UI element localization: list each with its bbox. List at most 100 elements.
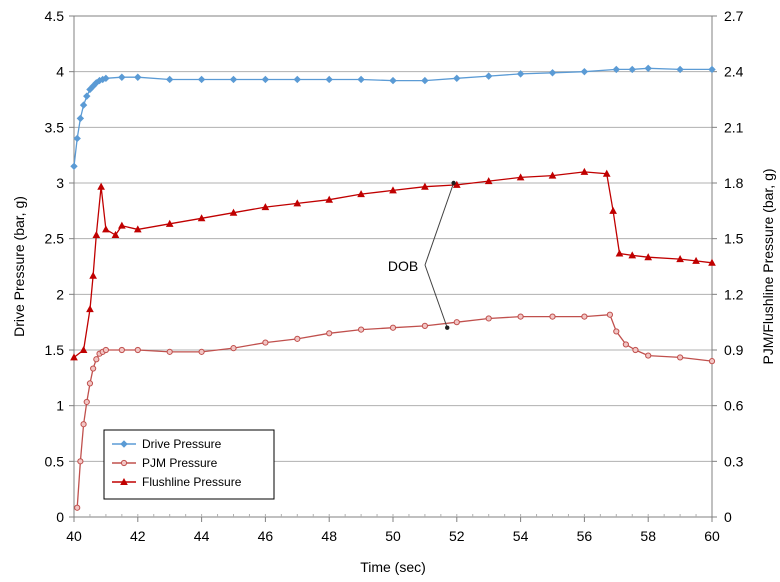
data-point (421, 322, 428, 329)
data-point (261, 203, 270, 211)
data-point (90, 365, 97, 372)
data-point (118, 346, 125, 354)
data-point (453, 319, 460, 326)
legend-swatch-marker (120, 477, 128, 485)
data-point (325, 75, 333, 84)
data-point (97, 182, 105, 190)
data-point (111, 230, 120, 238)
data-point (197, 214, 206, 222)
data-point (83, 398, 90, 406)
x-tick-label: 46 (258, 528, 274, 544)
data-point (677, 354, 684, 361)
data-point (262, 339, 269, 346)
y2-tick-label: 1.2 (724, 286, 744, 302)
data-point (606, 311, 614, 318)
x-tick-label: 42 (130, 528, 146, 544)
data-point (133, 225, 142, 233)
legend: Drive Pressure PJM Pressure Flushline Pres… (103, 429, 275, 500)
y-tick-label: 4.5 (45, 8, 65, 24)
data-point (70, 162, 78, 171)
data-point (708, 258, 716, 266)
y2-tick-label: 1.8 (724, 175, 744, 191)
data-point (357, 75, 365, 84)
annotation-arrowhead (445, 325, 450, 330)
data-point (580, 167, 589, 175)
data-point (421, 182, 429, 190)
legend-label: PJM Pressure (142, 456, 218, 470)
data-point (389, 76, 397, 85)
data-point (484, 177, 493, 185)
data-point (230, 345, 237, 352)
data-point (73, 134, 81, 143)
y-axis-title-right: PJM/Flushline Pressure (bar, g) (760, 168, 776, 364)
data-point (421, 76, 429, 85)
data-point (229, 208, 238, 216)
data-point (79, 101, 88, 109)
x-axis: 40 42 44 46 48 50 52 54 56 58 60 (66, 514, 720, 544)
data-point (581, 313, 588, 320)
data-point (453, 74, 461, 83)
y-tick-label: 0 (56, 509, 64, 525)
data-point (77, 458, 84, 465)
data-point (615, 249, 624, 257)
legend-label: Drive Pressure (142, 437, 222, 451)
dob-annotation: DOB (388, 180, 456, 330)
data-point (548, 171, 557, 179)
data-point (485, 315, 492, 322)
series-pjm-pressure (74, 311, 716, 511)
data-point (602, 169, 611, 177)
y-tick-label: 2.5 (45, 231, 65, 247)
data-point (609, 206, 617, 214)
y-tick-label: 4 (56, 64, 64, 80)
data-point (325, 195, 334, 203)
y-tick-label: 1 (56, 398, 64, 414)
data-point (645, 352, 652, 359)
y2-tick-label: 2.4 (724, 64, 744, 80)
data-point (644, 253, 653, 261)
data-point (93, 356, 100, 363)
data-point (294, 335, 301, 342)
y-tick-label: 0.5 (45, 453, 65, 469)
data-point (628, 65, 636, 74)
y2-tick-label: 0.3 (724, 453, 744, 469)
x-tick-label: 54 (513, 528, 529, 544)
data-point (102, 346, 110, 354)
data-point (644, 64, 652, 73)
data-point (80, 421, 87, 428)
y2-tick-label: 2.7 (724, 8, 744, 24)
data-point (79, 345, 88, 353)
data-point (134, 73, 142, 81)
y-axis-left: 0 0.5 1 1.5 2 2.5 3 3.5 4 4.5 (45, 8, 74, 525)
y-tick-label: 3.5 (45, 119, 65, 135)
y-axis-right: 0 0.3 0.6 0.9 1.2 1.5 1.8 2.1 2.4 2.7 (712, 8, 744, 525)
data-point (612, 65, 621, 74)
data-point (261, 75, 270, 84)
data-point (613, 328, 620, 335)
data-point (358, 326, 365, 333)
data-point (74, 504, 81, 511)
annotation-arrow (424, 182, 455, 266)
y2-tick-label: 0 (724, 509, 732, 525)
data-point (516, 70, 525, 78)
data-point (198, 348, 205, 355)
y2-tick-label: 0.9 (724, 342, 744, 358)
x-tick-label: 40 (66, 528, 82, 544)
annotation-label: DOB (388, 258, 418, 274)
x-tick-label: 44 (194, 528, 210, 544)
series-layer (70, 64, 716, 511)
x-tick-label: 56 (577, 528, 593, 544)
data-point (517, 313, 524, 320)
legend-swatch-marker (120, 440, 128, 448)
y2-tick-label: 2.1 (724, 119, 744, 135)
data-point (293, 75, 302, 84)
x-axis-title: Time (sec) (360, 559, 426, 575)
legend-swatch-marker (120, 459, 128, 467)
data-point (484, 72, 493, 80)
data-point (389, 324, 397, 331)
series-flushline-pressure (70, 167, 716, 361)
data-point (692, 256, 700, 264)
data-point (166, 348, 173, 355)
data-point (326, 330, 333, 337)
data-point (118, 221, 126, 229)
